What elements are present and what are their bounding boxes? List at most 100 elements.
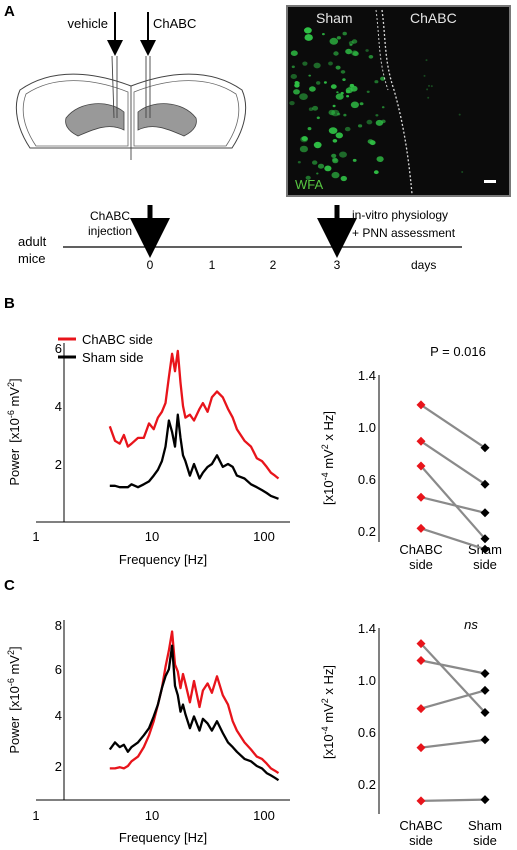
b-paired-point-sham — [480, 443, 490, 453]
wfa-cell — [294, 81, 300, 85]
wfa-cell — [359, 102, 364, 106]
b-paired-ytick-1.4: 1.4 — [358, 368, 376, 383]
c-paired-point-sham — [480, 708, 490, 717]
legend-label-sham: Sham side — [82, 350, 143, 365]
legend-label-chabc: ChABC side — [82, 332, 153, 347]
c-spectrum-ytick-4: 4 — [55, 708, 62, 723]
c-paired-point-chabc — [416, 639, 426, 649]
wfa-cell — [309, 86, 316, 92]
wfa-cell — [331, 109, 340, 117]
wfa-cell — [332, 104, 336, 108]
sham-label: Sham — [316, 10, 353, 26]
wfa-cell — [299, 145, 308, 153]
c-paired-ytick-1.4: 1.4 — [358, 621, 376, 636]
c-paired-pair-line — [420, 738, 486, 749]
b-paired-point-sham — [480, 479, 490, 489]
injection-label-line1: ChABC — [90, 209, 130, 223]
wfa-cell — [343, 113, 347, 117]
wfa-cell — [331, 153, 337, 158]
wfa-cell — [335, 132, 343, 139]
injection-label-line2: injection — [88, 224, 132, 238]
b-spectrum-ylabel: Power[x10-6 mV2] — [6, 378, 22, 485]
wfa-cell — [376, 156, 384, 163]
wfa-cell — [316, 81, 321, 85]
c-spectrum-series-sham — [108, 644, 280, 782]
c-paired-point-sham — [480, 735, 490, 745]
wfa-cell — [316, 116, 320, 120]
panel-label-a: A — [4, 3, 15, 20]
timeline-tick-2: 2 — [270, 258, 277, 272]
wfa-cell — [375, 114, 379, 117]
b-spectrum-series-chabc — [108, 349, 280, 480]
b-paired-pair-line — [420, 496, 486, 514]
wfa-cell — [317, 163, 325, 169]
wfa-cell — [342, 31, 347, 36]
wfa-label: WFA — [295, 177, 323, 192]
wfa-cell — [351, 50, 358, 56]
wfa-cell — [381, 119, 386, 124]
c-paired-cat1-line2: side — [409, 833, 433, 848]
c-spectrum-ytick-8: 8 — [55, 618, 62, 633]
c-paired-point-sham — [480, 685, 490, 695]
wfa-cell — [328, 61, 333, 66]
b-paired-point-chabc — [416, 400, 426, 410]
b-spectrum-xtick-1: 1 — [32, 529, 39, 544]
wfa-cell — [350, 101, 359, 109]
wfa-cell — [305, 175, 311, 180]
b-paired-point-chabc — [416, 436, 426, 446]
chabc-injection-label: ChABC — [153, 16, 196, 31]
wfa-cell — [427, 96, 430, 99]
b-paired-pair-line — [420, 527, 486, 551]
wfa-cell — [381, 106, 385, 109]
wfa-cell — [423, 74, 426, 77]
c-paired-ytick-0.2: 0.2 — [358, 777, 376, 792]
c-paired-point-chabc — [416, 796, 426, 806]
c-spectrum-ylabel: Power[x10-6 mV2] — [6, 646, 22, 753]
wfa-cell — [374, 80, 379, 84]
b-paired-point-chabc — [416, 492, 426, 502]
b-paired-ytick-0.6: 0.6 — [358, 472, 376, 487]
panel-label-c: C — [4, 577, 15, 594]
wfa-cell — [301, 136, 308, 142]
b-spectrum-xlabel: Frequency [Hz] — [119, 552, 207, 567]
wfa-cell — [313, 62, 321, 69]
c-spectrum-xlabel: Frequency [Hz] — [119, 830, 207, 845]
wfa-cell — [308, 74, 312, 77]
wfa-cell — [344, 126, 351, 132]
scale-bar — [484, 180, 496, 183]
b-paired-point-sham — [480, 544, 490, 554]
b-spectrum-ytick-4: 4 — [55, 399, 62, 414]
wfa-cell — [358, 124, 363, 128]
timeline-unit: days — [411, 258, 436, 272]
wfa-cell — [342, 78, 346, 81]
c-paired-cat1-line1: ChABC — [399, 818, 442, 833]
b-paired-point-sham — [480, 534, 490, 544]
wfa-cell — [313, 141, 322, 149]
wfa-cell — [332, 139, 338, 143]
wfa-cell — [328, 127, 338, 134]
c-paired-cat2-line2: side — [473, 833, 497, 848]
b-spectrum-series-sham — [109, 413, 279, 500]
c-paired-ytick-0.6: 0.6 — [358, 725, 376, 740]
b-paired-point-chabc — [416, 523, 426, 533]
wfa-cell — [346, 95, 350, 98]
c-paired-point-chabc — [416, 704, 426, 714]
wfa-cell — [308, 107, 314, 111]
wfa-cell — [304, 27, 312, 34]
c-paired-pair-line — [420, 689, 486, 710]
b-paired-ytick-0.2: 0.2 — [358, 524, 376, 539]
wfa-cell — [366, 119, 373, 125]
timeline-tick-0: 0 — [147, 258, 154, 272]
panel-b-paired-chart: 1.4 1.0 0.6 0.2 P = 0.016 [x10-4 mV2 x H… — [320, 344, 502, 572]
b-paired-pair-line — [420, 465, 486, 540]
c-paired-pair-line — [420, 659, 486, 675]
wfa-cell — [306, 34, 310, 37]
wfa-cell — [297, 161, 301, 164]
wfa-cell — [336, 91, 339, 94]
c-spectrum-xtick-100: 100 — [253, 808, 275, 823]
c-paired-point-chabc — [416, 656, 426, 665]
b-paired-cat1-line2: side — [409, 557, 433, 572]
wfa-cell — [340, 70, 346, 74]
wfa-cell — [293, 89, 300, 95]
wfa-cell — [365, 49, 369, 52]
